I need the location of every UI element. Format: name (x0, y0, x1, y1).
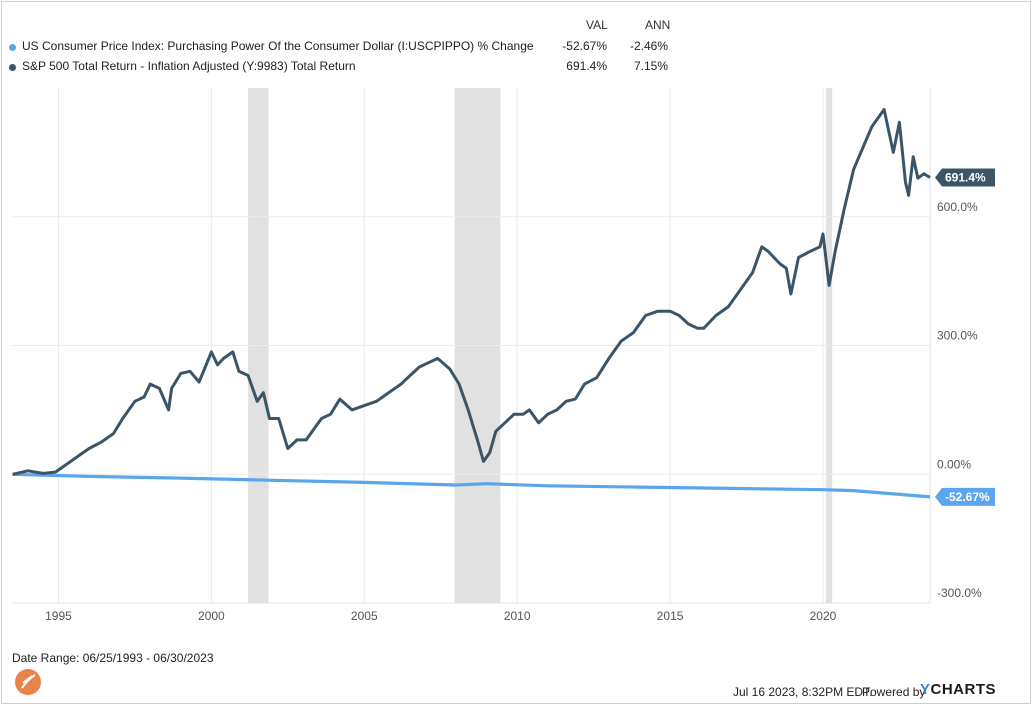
legend-val-cpi: -52.67% (562, 39, 607, 53)
timestamp: Jul 16 2023, 8:32PM EDT. (733, 685, 873, 699)
series-line-sp500 (12, 472, 931, 499)
powered-by-label: Powered by (862, 685, 926, 699)
legend-ann-sp500: 7.15% (633, 59, 668, 73)
end-label-flag-sp500 (935, 487, 995, 506)
x-tick-label: 2000 (198, 609, 225, 623)
y-tick-label: 0.00% (937, 457, 971, 471)
legend-ann-cpi: -2.46% (629, 39, 668, 53)
legend-dot-sp500 (9, 64, 16, 71)
legend-row-cpi[interactable]: US Consumer Price Index: Purchasing Powe… (9, 39, 534, 55)
x-tick-label: 2020 (810, 609, 837, 623)
y-tick-label: 600.0% (937, 200, 978, 214)
x-tick-label: 1995 (45, 609, 72, 623)
date-range: Date Range: 06/25/1993 - 06/30/2023 (12, 651, 214, 665)
y-tick-label: -300.0% (937, 586, 982, 600)
ycharts-brand[interactable]: YCHARTS (920, 681, 996, 698)
ycharts-brand-rest: CHARTS (930, 681, 997, 698)
legend-val-sp500: 691.4% (566, 59, 607, 73)
legend-series-name: US Consumer Price Index: Purchasing Powe… (22, 39, 534, 53)
end-label-cpi: 691.4% (945, 171, 986, 185)
legend-series-name: S&P 500 Total Return - Inflation Adjuste… (22, 59, 356, 73)
end-label-sp500: -52.67% (945, 490, 990, 504)
x-tick-label: 2010 (504, 609, 531, 623)
series-line-cpi (12, 108, 931, 476)
line-chart: 1995 2000 2005 2010 2015 2020 600.0% 300.0% 0.00… (12, 88, 995, 623)
ycharts-logo-icon (15, 669, 41, 695)
y-tick-label: 300.0% (937, 329, 978, 343)
legend: VAL ANN US Consumer Price Index: Purchas… (0, 0, 1034, 80)
ycharts-brand-y: Y (920, 681, 931, 698)
x-tick-label: 2005 (351, 609, 378, 623)
legend-dot-cpi (9, 44, 16, 51)
legend-header-val: VAL (586, 18, 608, 32)
legend-row-sp500[interactable]: S&P 500 Total Return - Inflation Adjuste… (9, 59, 356, 75)
legend-header-ann: ANN (645, 18, 671, 32)
x-tick-label: 2015 (657, 609, 684, 623)
end-label-flag-cpi (935, 168, 995, 187)
